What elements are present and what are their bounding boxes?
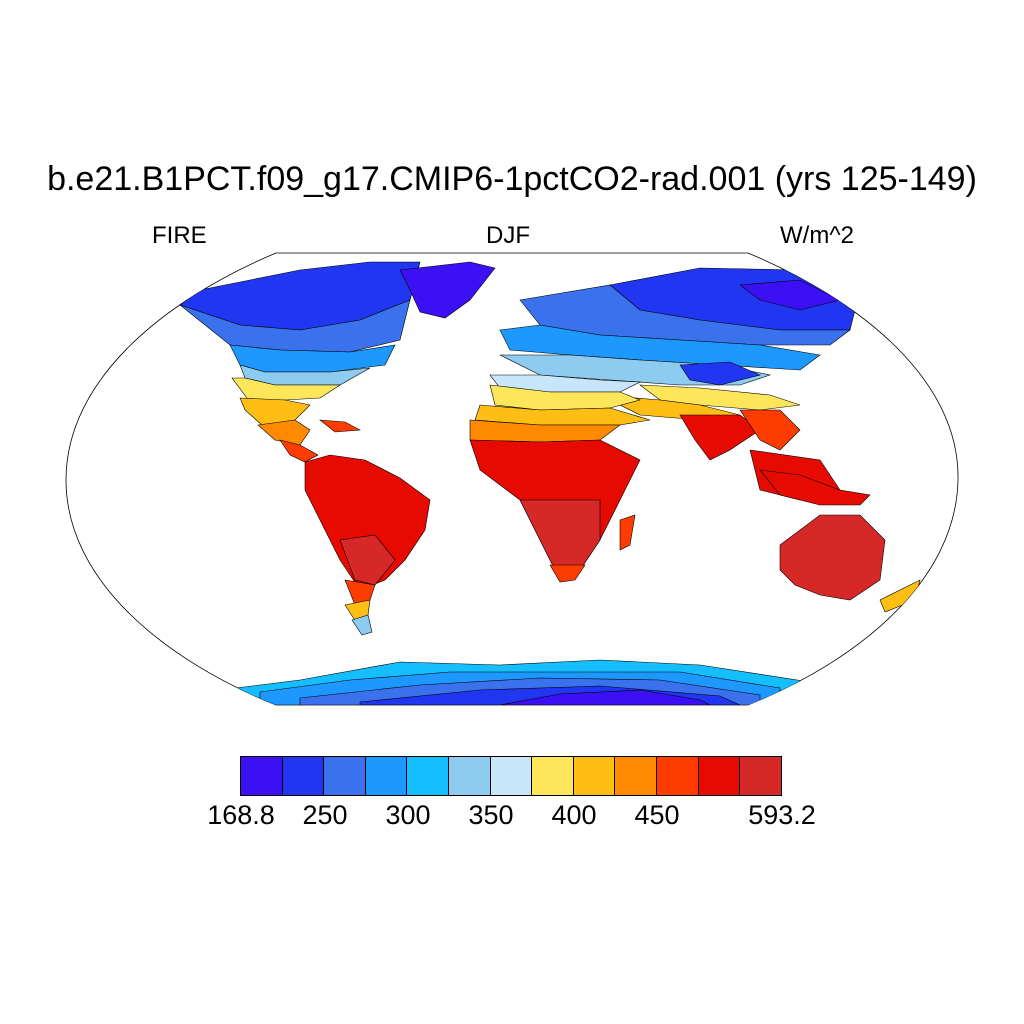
colorbar-swatch: [532, 757, 574, 795]
colorbar-swatch: [241, 757, 283, 795]
season-label: DJF: [486, 222, 530, 249]
south-america: [304, 454, 431, 636]
north-america: [179, 261, 421, 463]
caribbean: [319, 419, 362, 433]
colorbar-swatch: [615, 757, 658, 795]
colorbar-tick-label: 400: [551, 800, 597, 830]
colorbar-swatch: [324, 757, 366, 795]
colorbar-swatch: [490, 757, 533, 795]
colorbar-swatch: [407, 757, 450, 795]
plot-title: b.e21.B1PCT.f09_g17.CMIP6-1pctCO2-rad.00…: [47, 160, 977, 198]
colorbar-max-label: 593.2: [748, 800, 816, 830]
colorbar-swatch: [698, 757, 741, 795]
units-label: W/m^2: [780, 222, 854, 249]
africa: [469, 384, 651, 583]
colorbar-swatch: [740, 757, 781, 795]
greenland: [399, 261, 496, 319]
colorbar-tick-label: 300: [385, 800, 431, 830]
colorbar-swatch: [657, 757, 699, 795]
colorbar-swatch: [365, 757, 408, 795]
colorbar-tick-label: 450: [634, 800, 680, 830]
colorbar: [240, 756, 782, 796]
eurasia: [489, 267, 861, 501]
colorbar-swatch: [449, 757, 491, 795]
colorbar-swatch: [573, 757, 616, 795]
oceania: [759, 469, 921, 613]
colorbar-tick-label: 250: [302, 800, 348, 830]
variable-label: FIRE: [152, 222, 207, 249]
colorbar-swatch: [282, 757, 325, 795]
colorbar-tick-label: 350: [468, 800, 514, 830]
antarctica: [219, 659, 821, 705]
colorbar-min-label: 168.8: [207, 800, 275, 830]
